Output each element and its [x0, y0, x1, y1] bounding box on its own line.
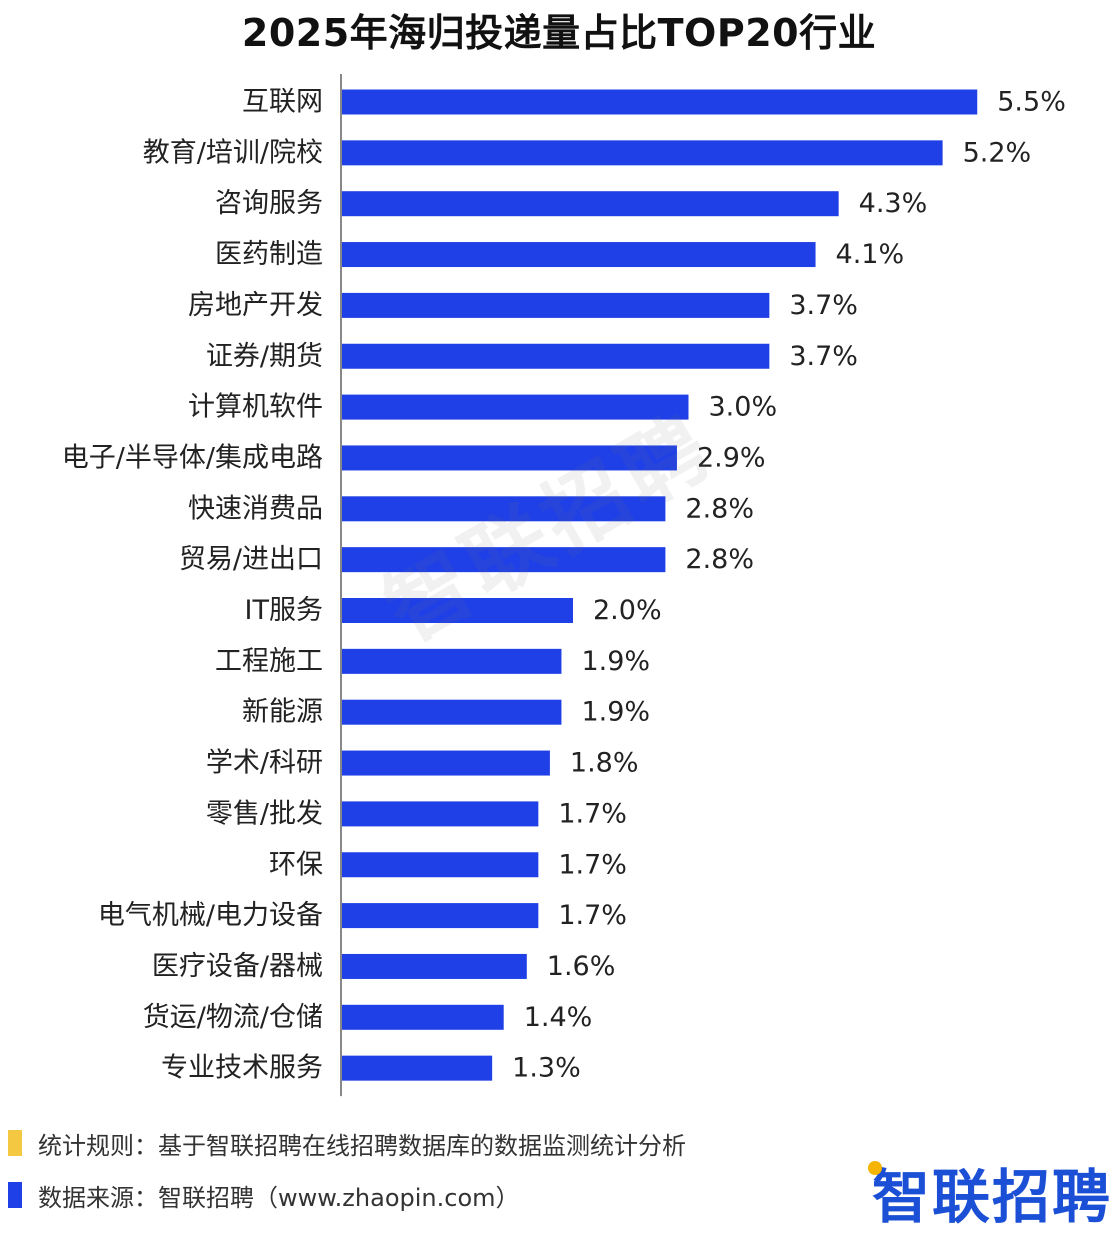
category-label: 电子/半导体/集成电路 [62, 442, 323, 473]
bar [342, 801, 539, 827]
value-label: 1.7% [558, 900, 627, 931]
brand-logo: 智联招聘 [867, 1150, 1112, 1234]
value-label: 2.9% [697, 442, 766, 473]
category-label: 货运/物流/仓储 [143, 1002, 323, 1033]
category-label: 房地产开发 [188, 290, 323, 321]
value-label: 2.0% [593, 595, 662, 626]
rule-marker [8, 1130, 22, 1156]
category-label: 学术/科研 [206, 748, 323, 779]
value-label: 5.2% [963, 137, 1032, 168]
category-label: 咨询服务 [215, 188, 323, 219]
value-label: 1.6% [547, 951, 616, 982]
value-label: 1.3% [512, 1053, 581, 1084]
bar [342, 89, 978, 115]
value-label: 3.7% [789, 290, 858, 321]
value-label: 5.5% [997, 87, 1066, 118]
footer-rule-text: 统计规则：基于智联招聘在线招聘数据库的数据监测统计分析 [38, 1131, 686, 1160]
bar [342, 1055, 493, 1081]
category-label: 新能源 [242, 697, 323, 728]
value-label: 1.4% [524, 1002, 593, 1033]
chart-title: 2025年海归投递量占比TOP20行业 [241, 11, 877, 55]
bar [342, 598, 573, 623]
category-label: 证券/期货 [206, 341, 323, 372]
category-label: 快速消费品 [188, 493, 323, 524]
value-label: 1.7% [558, 849, 627, 880]
category-label: 计算机软件 [188, 392, 323, 423]
bar [342, 1004, 504, 1030]
logo-dot [867, 1161, 882, 1175]
bar [342, 292, 770, 318]
bar [342, 343, 770, 369]
bar [342, 648, 562, 674]
value-label: 1.9% [581, 697, 650, 728]
category-label: 零售/批发 [206, 798, 323, 829]
value-label: 1.9% [581, 646, 650, 677]
footer-rule-row: 统计规则：基于智联招聘在线招聘数据库的数据监测统计分析 [8, 1128, 686, 1160]
footer-source-text: 数据来源：智联招聘（www.zhaopin.com） [38, 1183, 520, 1212]
category-label: 医药制造 [215, 239, 323, 270]
category-label: 贸易/进出口 [179, 544, 323, 575]
bar [342, 496, 666, 522]
category-label: 医疗设备/器械 [152, 951, 323, 982]
bar [342, 445, 677, 471]
bar [342, 750, 550, 776]
bars-group: 互联网 5.5% 教育/培训/院校 5.2% 咨询服务 4.3% 医药制造 4.1% 房地产开发… [62, 87, 1066, 1084]
value-label: 2.8% [685, 544, 754, 575]
bar [342, 953, 527, 979]
bar [342, 394, 689, 420]
value-label: 1.7% [558, 798, 627, 829]
category-label: 互联网 [242, 87, 323, 118]
category-label: 电气机械/电力设备 [98, 900, 323, 931]
value-label: 2.8% [685, 493, 754, 524]
brand-logo-text: 智联招聘 [871, 1163, 1112, 1231]
bar [342, 852, 539, 878]
value-label: 3.7% [789, 341, 858, 372]
value-label: 3.0% [709, 392, 778, 423]
value-label: 1.8% [570, 748, 639, 779]
category-label: 环保 [269, 849, 323, 880]
bar-chart: 互联网 5.5% 教育/培训/院校 5.2% 咨询服务 4.3% 医药制造 4.1% 房地产开发… [62, 74, 1066, 1097]
bar [342, 699, 562, 725]
category-label: 工程施工 [215, 646, 323, 677]
footer-source-row: 数据来源：智联招聘（www.zhaopin.com） [8, 1180, 520, 1212]
source-marker [8, 1182, 22, 1208]
value-label: 4.1% [836, 239, 905, 270]
bar [342, 903, 539, 929]
category-label: 教育/培训/院校 [143, 137, 323, 168]
bar [342, 242, 816, 268]
value-label: 4.3% [859, 188, 928, 219]
bar [342, 547, 666, 573]
category-label: IT服务 [245, 595, 323, 626]
bar [342, 140, 943, 166]
bar [342, 191, 839, 217]
category-label: 专业技术服务 [161, 1053, 323, 1084]
